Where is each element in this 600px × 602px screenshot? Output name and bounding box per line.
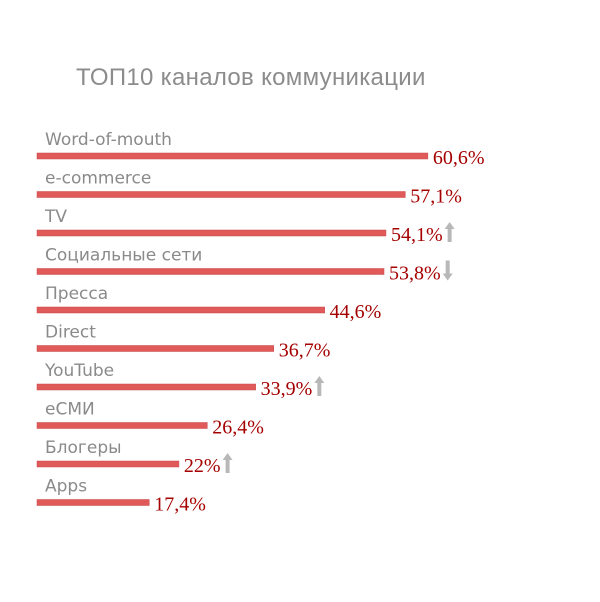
category-label: TV [44,207,67,227]
category-label: Пресса [45,284,108,304]
bar [36,422,208,429]
bar [36,383,256,391]
value-label: 44,6% [330,301,382,323]
value-label: 57,1% [410,186,462,208]
value-label: 22% [184,455,221,477]
value-label: 26,4% [212,417,264,439]
chart-title: ТОП10 каналов коммуникации [76,64,426,91]
bar [36,345,274,352]
trend-down-icon [442,260,453,281]
value-label: 60,6% [433,147,485,169]
category-label: Apps [45,477,87,497]
category-label: Direct [45,323,96,343]
value-label: 36,7% [279,340,331,362]
category-label: Word-of-mouth [45,130,172,150]
trend-up-icon [314,376,325,396]
bar [36,229,387,237]
category-label: e-commerce [45,169,151,189]
category-label: Социальные сети [45,246,202,266]
value-label: 53,8% [389,263,441,285]
value-label: 17,4% [154,494,206,516]
bar [36,268,385,275]
category-label: еСМИ [45,400,95,420]
bar [36,460,180,468]
category-label: YouTube [44,361,114,381]
value-label: 33,9% [261,378,313,400]
trend-up-icon [222,453,233,473]
bar [36,499,150,506]
bar [36,306,325,314]
trend-up-icon [444,222,455,242]
value-label: 54,1% [391,224,443,246]
bar [36,191,406,198]
category-label: Блогеры [45,438,122,458]
bar [36,152,429,160]
